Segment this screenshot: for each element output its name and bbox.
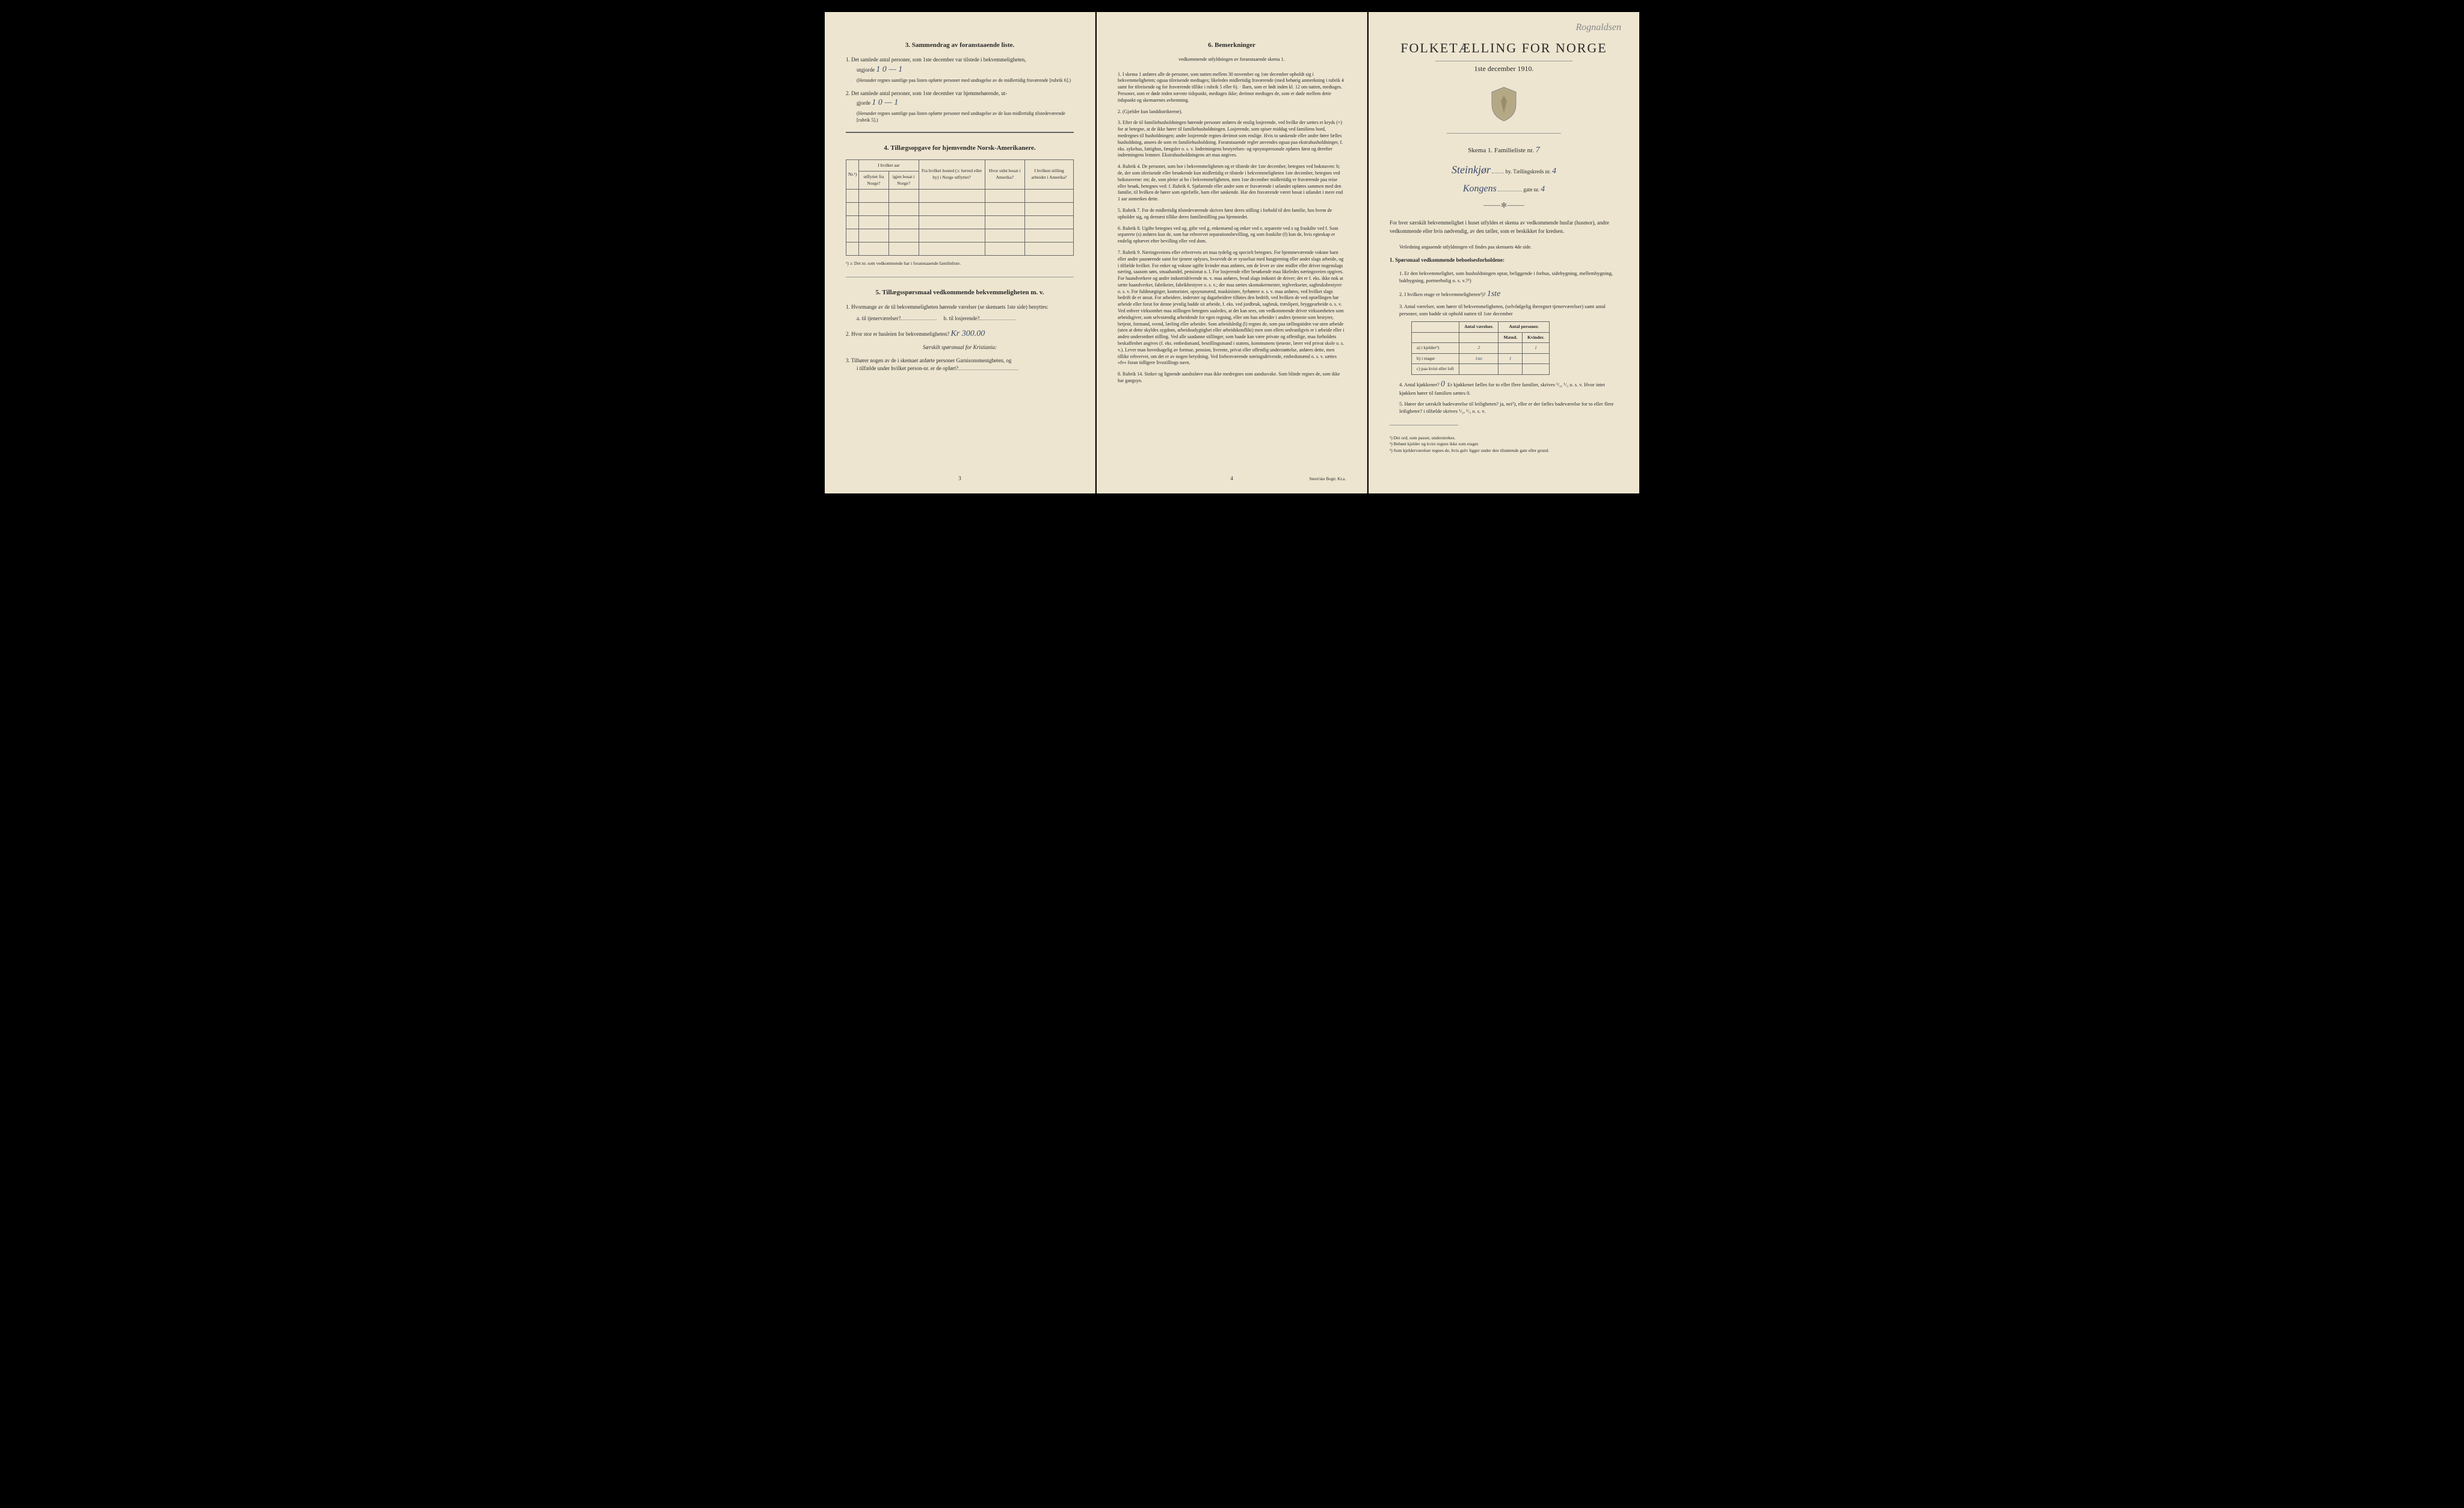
s5-q3: 3. Tilhører nogen av de i skemaet anført…	[846, 357, 1074, 372]
bemerkning-item: 7. Rubrik 9. Næringsveiens eller erhverv…	[1118, 250, 1346, 366]
table-row	[846, 216, 1074, 229]
table-row: b) i etager 1ste 1	[1412, 353, 1550, 364]
bemerkning-item: 2. (Gjælder kun landdistrikterne).	[1118, 109, 1346, 116]
familieliste-nr: 7	[1536, 146, 1540, 155]
bemerkning-item: 8. Rubrik 14. Sinker og lignende aandssl…	[1118, 371, 1346, 385]
q1-title: 1. Spørsmaal vedkommende beboelsesforhol…	[1390, 256, 1618, 264]
section-6-title: 6. Bemerkninger	[1118, 41, 1346, 50]
s5-q2: 2. Hvor stor er husleien for bekvemmelig…	[846, 328, 1074, 351]
etage-value: 1ste	[1487, 289, 1501, 298]
table-row: a) i kjelder³) 2 1	[1412, 343, 1550, 354]
footnote-item: ¹) Det ord, som passer, understrekes.	[1390, 435, 1618, 442]
ornament-icon: ⸻✻⸻	[1390, 200, 1618, 211]
bemerkning-item: 3. Efter de til familiehusholdningen hør…	[1118, 120, 1346, 159]
page-number: 3	[825, 475, 1095, 483]
kjokken-value: 0	[1441, 380, 1445, 389]
kreds-nr: 4	[1552, 167, 1556, 176]
section-6-subtitle: vedkommende utfyldningen av foranstaaend…	[1118, 56, 1346, 63]
gate-nr: 4	[1541, 185, 1545, 194]
rooms-table: Antal værelser. Antal personer. Mænd. Kv…	[1411, 321, 1550, 375]
q1-1: 1. Er den bekvemmelighet, som husholdnin…	[1399, 270, 1618, 285]
table-row	[846, 203, 1074, 216]
census-title: FOLKETÆLLING FOR NORGE	[1390, 39, 1618, 58]
s4-footnote: ¹) ɔ: Det nr. som vedkommende har i fora…	[846, 261, 1074, 267]
printer-mark: Steen'ske Bogtr. Kr.a.	[1309, 477, 1346, 483]
s3-item1: 1. Det samlede antal personer, som 1ste …	[846, 56, 1074, 83]
section-4-table: Nr.¹) I hvilket aar Fra hvilket bosted (…	[846, 159, 1074, 256]
table-row: c) paa kvist eller loft	[1412, 364, 1550, 375]
q1-4: 4. Antal kjøkkener? 0 Er kjøkkenet fælle…	[1399, 379, 1618, 397]
q1-5: 5. Hører der særskilt badeværelse til le…	[1399, 401, 1618, 415]
page-cover: Rognaldsen FOLKETÆLLING FOR NORGE 1ste d…	[1369, 12, 1639, 493]
q1-3: 3. Antal værelser, som hører til bekvemm…	[1399, 303, 1618, 318]
table-row	[846, 190, 1074, 203]
page-3: 3. Sammendrag av foranstaaende liste. 1.…	[825, 12, 1095, 493]
bemerkning-item: 6. Rubrik 8. Ugifte betegnes ved ug, gif…	[1118, 226, 1346, 245]
bemerkning-item: 5. Rubrik 7. For de midlertidig tilstede…	[1118, 208, 1346, 221]
footnote-item: ²) Bebøet kjelder og kvist regnes ikke s…	[1390, 441, 1618, 448]
intro-text: For hver særskilt bekvemmelighet i huset…	[1390, 219, 1618, 235]
bemerkninger-list: 1. I skema 1 anføres alle de personer, s…	[1118, 72, 1346, 385]
by-name: Steinkjør	[1452, 164, 1491, 176]
by-line: Steinkjør by. Tællingskreds nr. 4	[1390, 162, 1618, 178]
document-spread: 3. Sammendrag av foranstaaende liste. 1.…	[825, 12, 1639, 493]
page-4: 6. Bemerkninger vedkommende utfyldningen…	[1097, 12, 1367, 493]
footnotes: ¹) Det ord, som passer, understrekes.²) …	[1390, 435, 1618, 454]
s5-q1: 1. Hvormange av de til bekvemmeligheten …	[846, 303, 1074, 322]
s3-item2: 2. Det samlede antal personer, som 1ste …	[846, 90, 1074, 124]
skema-line: Skema 1. Familieliste nr. 7	[1390, 144, 1618, 156]
s3-value1: 1 0 — 1	[876, 65, 902, 74]
section-4-title: 4. Tillægsopgave for hjemvendte Norsk-Am…	[846, 144, 1074, 153]
q1-2: 2. I hvilken etage er bekvemmeligheten²)…	[1399, 288, 1618, 300]
section-3-title: 3. Sammendrag av foranstaaende liste.	[846, 41, 1074, 50]
bemerkning-item: 4. Rubrik 4. De personer, som bor i bekv…	[1118, 164, 1346, 203]
gate-name: Kongens	[1463, 184, 1497, 194]
footnote-item: ³) Som kjelderværelser regnes de, hvis g…	[1390, 448, 1618, 454]
census-date: 1ste december 1910.	[1390, 64, 1618, 74]
husleie-value: Kr 300.00	[950, 329, 985, 338]
coat-of-arms-icon	[1390, 86, 1618, 125]
questions-list: 1. Er den bekvemmelighet, som husholdnin…	[1399, 270, 1618, 415]
veiledning-note: Veiledning angaaende utfyldningen vil fi…	[1399, 244, 1618, 250]
table-row	[846, 229, 1074, 243]
gate-line: Kongens gate nr. 4	[1390, 182, 1618, 196]
section-5-title: 5. Tillægsspørsmaal vedkommende bekvemme…	[846, 288, 1074, 297]
bemerkning-item: 1. I skema 1 anføres alle de personer, s…	[1118, 72, 1346, 104]
table-row	[846, 243, 1074, 256]
handwritten-name: Rognaldsen	[1575, 21, 1621, 34]
s3-value2: 1 0 — 1	[872, 98, 898, 107]
